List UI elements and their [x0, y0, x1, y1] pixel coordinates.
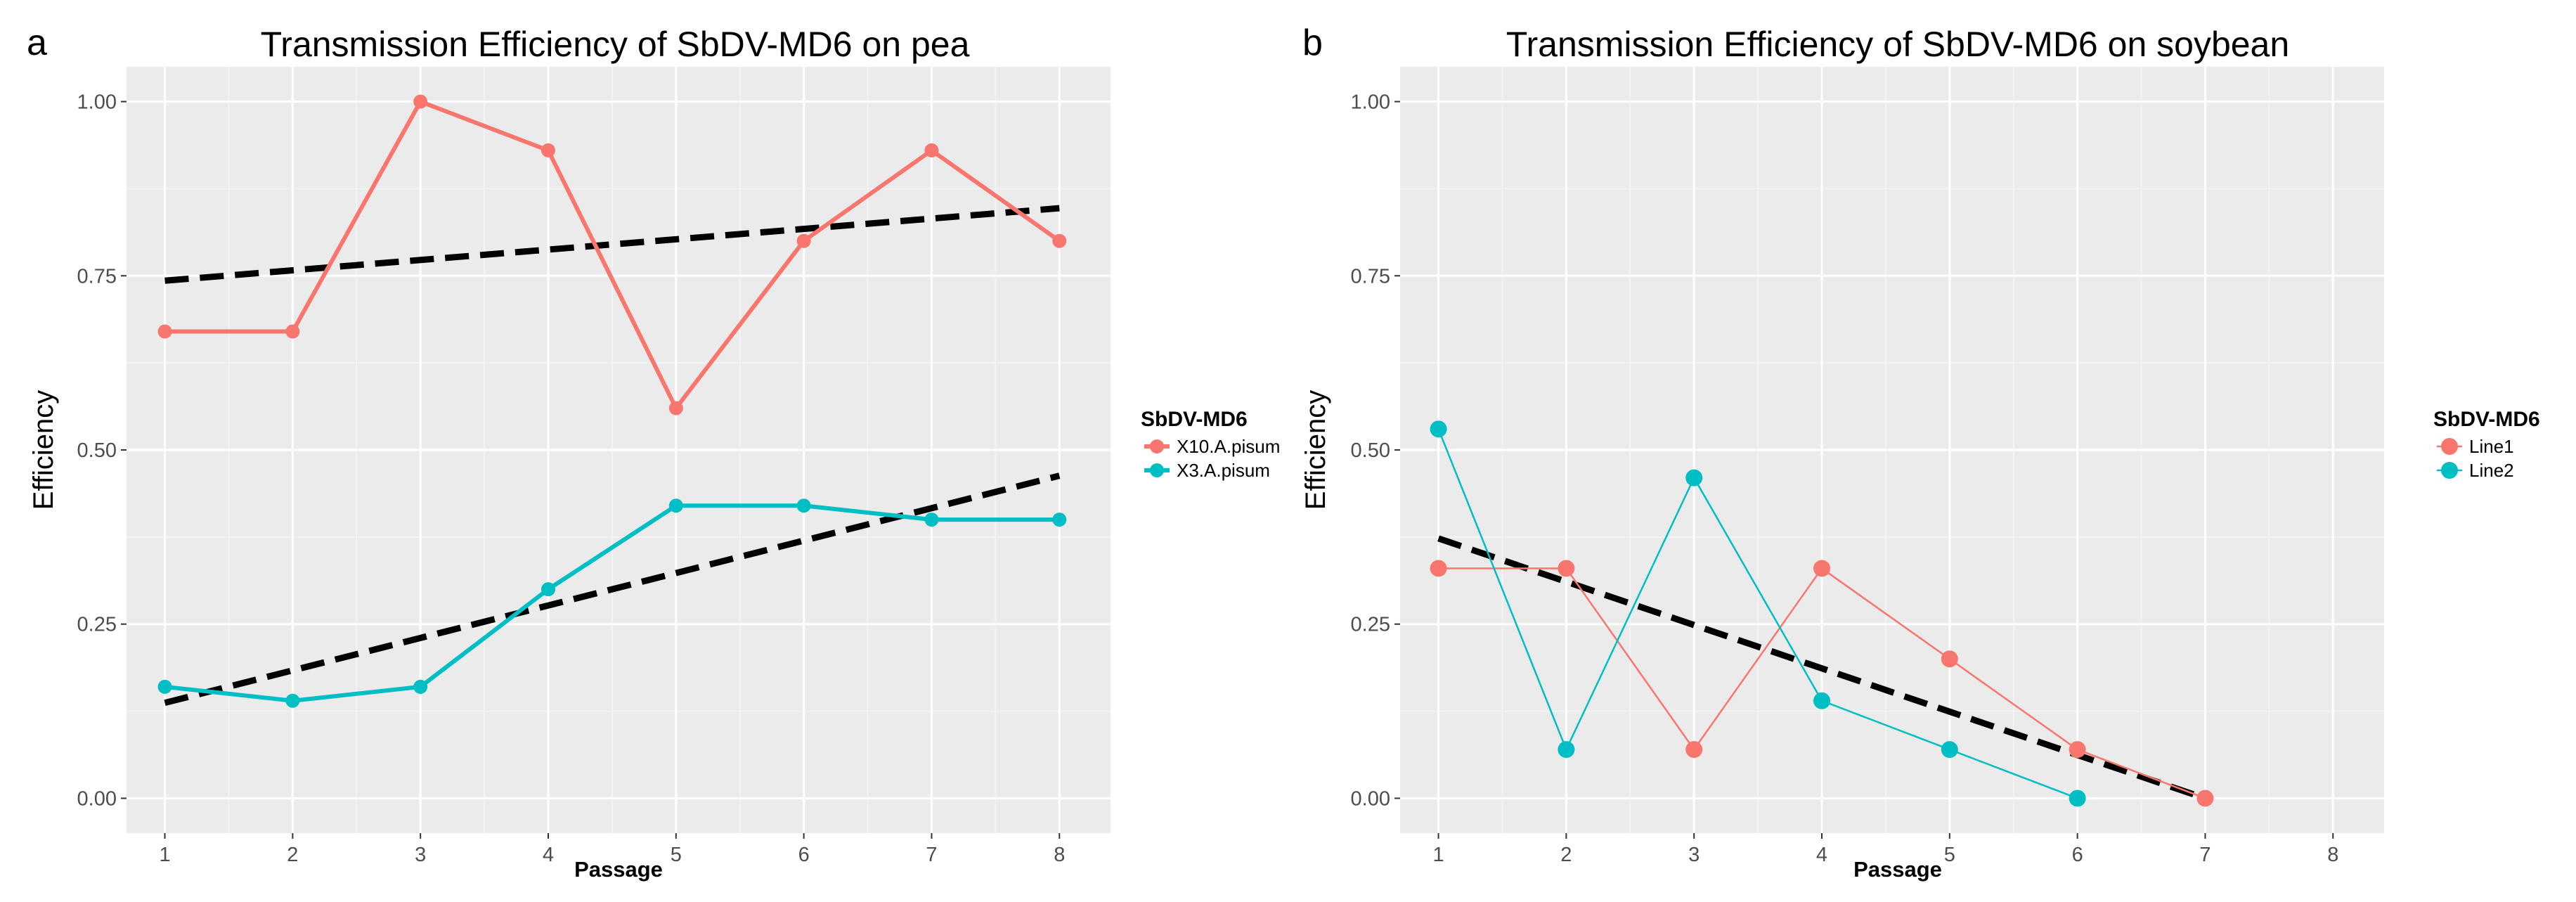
- grid-b: [1400, 67, 2384, 833]
- x-tick-label: 1: [159, 844, 170, 866]
- y-tick-label: 0.00: [77, 787, 117, 810]
- trendlines-a: [164, 205, 1061, 707]
- data-point-X10.A.pisum: [285, 324, 300, 339]
- legend-key-point: [1150, 439, 1164, 453]
- series-a: [157, 94, 1067, 708]
- chart-title-b: Transmission Efficiency of SbDV-MD6 on s…: [1506, 25, 2289, 64]
- data-point-X3.A.pisum: [796, 498, 811, 513]
- x-tick-label: 6: [2072, 844, 2083, 866]
- data-point-Line1: [1430, 560, 1447, 577]
- panel-letter-a: a: [27, 22, 47, 63]
- y-axis-label-a: Efficiency: [28, 390, 59, 510]
- x-tick-label: 3: [415, 844, 426, 866]
- x-tick-label: 7: [2199, 844, 2211, 866]
- chart-title-a: Transmission Efficiency of SbDV-MD6 on p…: [261, 25, 970, 64]
- data-point-Line2: [1430, 420, 1447, 438]
- legend-key-point: [1150, 463, 1164, 477]
- trendline: [164, 472, 1061, 707]
- y-tick-label: 0.75: [1351, 265, 1390, 288]
- legend-title-b: SbDV-MD6: [2433, 408, 2540, 431]
- x-ticks-b: 1 2 3 4 5 6 7 8: [1432, 833, 2338, 866]
- x-tick-label: 7: [926, 844, 937, 866]
- series-line-X10.A.pisum: [164, 99, 1061, 411]
- data-point-X10.A.pisum: [541, 143, 555, 157]
- data-point-X10.A.pisum: [796, 233, 811, 248]
- x-axis-label-b: Passage: [1853, 857, 1942, 882]
- data-point-X3.A.pisum: [413, 679, 428, 694]
- data-point-Line1: [1813, 560, 1830, 577]
- data-point-X10.A.pisum: [413, 94, 428, 109]
- legend-label: X3.A.pisum: [1177, 460, 1270, 481]
- series-line-Line2: [1437, 428, 2078, 799]
- series-b: [1430, 420, 2214, 807]
- x-tick-label: 3: [1688, 844, 1700, 866]
- data-point-Line2: [1685, 469, 1703, 487]
- data-point-Line2: [1813, 692, 1830, 709]
- series-line-X3.A.pisum: [164, 503, 1060, 703]
- trendline: [164, 205, 1060, 284]
- y-axis-label-b: Efficiency: [1300, 390, 1331, 510]
- panel-letter-b: b: [1302, 22, 1323, 63]
- data-point-Line2: [2069, 790, 2086, 807]
- x-tick-label: 2: [287, 844, 298, 866]
- data-point-Line1: [1558, 560, 1575, 577]
- data-point-X3.A.pisum: [924, 513, 939, 527]
- data-point-Line2: [1558, 741, 1575, 759]
- data-point-X3.A.pisum: [285, 693, 300, 708]
- y-tick-label: 0.50: [77, 439, 117, 462]
- y-tick-label: 0.50: [1351, 439, 1390, 462]
- x-tick-label: 4: [543, 844, 554, 866]
- x-ticks-a: 1 2 3 4 5 6 7 8: [159, 833, 1065, 866]
- y-tick-label: 0.25: [1351, 614, 1390, 636]
- grid-a: [127, 67, 1111, 833]
- x-tick-label: 8: [2327, 844, 2338, 866]
- y-ticks-a: 0.00 0.25 0.50 0.75 1.00: [77, 91, 127, 810]
- x-tick-label: 8: [1054, 844, 1065, 866]
- legend-key-point: [2441, 438, 2458, 455]
- x-tick-label: 5: [671, 844, 682, 866]
- y-ticks-b: 0.00 0.25 0.50 0.75 1.00: [1351, 91, 1400, 810]
- data-point-Line1: [1685, 741, 1703, 759]
- legend-key-point: [2441, 462, 2458, 479]
- panel-b: b Transmission Efficiency of SbDV-MD6 on…: [1300, 22, 2540, 882]
- panel-a: a Transmission Efficiency of SbDV-MD6 on…: [27, 22, 1280, 882]
- y-tick-label: 0.25: [77, 614, 117, 636]
- data-point-Line1: [2196, 790, 2214, 807]
- data-point-X10.A.pisum: [668, 401, 683, 415]
- y-tick-label: 1.00: [1351, 91, 1390, 114]
- data-point-X3.A.pisum: [668, 498, 683, 513]
- x-tick-label: 5: [1944, 844, 1955, 866]
- x-tick-label: 2: [1560, 844, 1572, 866]
- data-point-Line2: [1941, 741, 1958, 759]
- legend-a: SbDV-MD6 X10.A.pisum X3.A.pisum: [1141, 408, 1280, 481]
- legend-label: X10.A.pisum: [1177, 436, 1280, 457]
- x-tick-label: 6: [798, 844, 810, 866]
- x-tick-label: 1: [1432, 844, 1444, 866]
- x-axis-label-a: Passage: [574, 857, 663, 882]
- data-point-X3.A.pisum: [1052, 513, 1067, 527]
- data-point-X3.A.pisum: [541, 582, 555, 597]
- legend-label: Line2: [2469, 460, 2514, 481]
- y-tick-label: 0.00: [1351, 787, 1390, 810]
- data-point-X10.A.pisum: [1052, 233, 1067, 248]
- y-tick-label: 0.75: [77, 265, 117, 288]
- data-point-Line1: [1941, 650, 1958, 668]
- legend-b: SbDV-MD6 Line1 Line2: [2433, 408, 2540, 481]
- legend-label: Line1: [2469, 436, 2514, 457]
- legend-title-a: SbDV-MD6: [1141, 408, 1248, 431]
- x-tick-label: 4: [1816, 844, 1827, 866]
- data-point-X3.A.pisum: [157, 679, 172, 694]
- data-point-X10.A.pisum: [924, 143, 939, 157]
- data-point-Line1: [2069, 741, 2086, 759]
- y-tick-label: 1.00: [77, 91, 117, 114]
- data-point-X10.A.pisum: [157, 324, 172, 339]
